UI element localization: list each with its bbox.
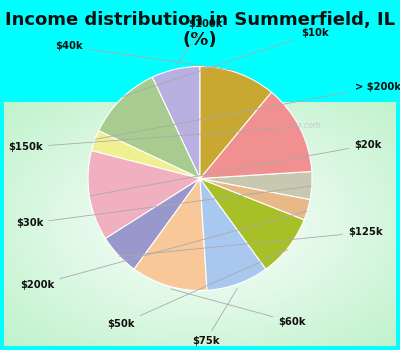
Text: $60k: $60k [171, 289, 306, 327]
Text: $10k: $10k [122, 28, 328, 97]
Text: $40k: $40k [55, 41, 236, 71]
Wedge shape [200, 178, 266, 290]
Text: $125k: $125k [120, 227, 382, 257]
Wedge shape [88, 150, 200, 238]
Text: $20k: $20k [90, 140, 382, 196]
Wedge shape [99, 77, 200, 178]
Text: > $200k: > $200k [95, 82, 400, 139]
Wedge shape [200, 178, 310, 220]
Text: $30k: $30k [16, 186, 311, 228]
Wedge shape [200, 66, 271, 178]
Text: City-Data.com: City-Data.com [267, 121, 321, 131]
Text: $100k: $100k [177, 19, 223, 65]
Text: All residents: All residents [148, 77, 252, 92]
Wedge shape [106, 178, 200, 269]
Wedge shape [200, 172, 312, 200]
Text: $200k: $200k [20, 211, 307, 290]
Text: Income distribution in Summerfield, IL
(%): Income distribution in Summerfield, IL (… [5, 10, 395, 49]
Wedge shape [134, 178, 207, 290]
Wedge shape [152, 66, 200, 178]
Wedge shape [92, 131, 200, 178]
Wedge shape [200, 178, 304, 269]
Text: $75k: $75k [192, 288, 237, 346]
Text: $150k: $150k [8, 127, 299, 152]
Wedge shape [200, 92, 312, 178]
Text: $50k: $50k [108, 250, 288, 329]
